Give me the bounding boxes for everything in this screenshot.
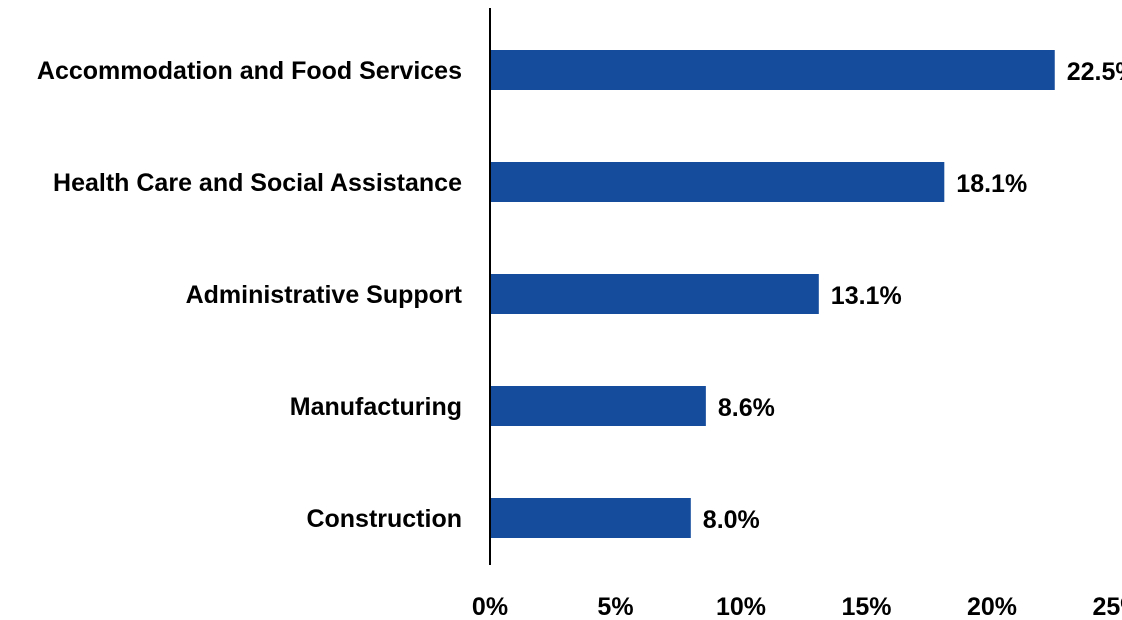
value-labels-group: 22.5% 18.1% 13.1% 8.6% 8.0% bbox=[703, 58, 1122, 534]
value-label-0: 22.5% bbox=[1067, 58, 1122, 86]
x-tick-label-4: 20% bbox=[967, 593, 1017, 620]
bar-2 bbox=[491, 274, 819, 314]
bar-4 bbox=[491, 498, 691, 538]
x-tick-label-3: 15% bbox=[841, 593, 891, 620]
category-label-3: Manufacturing bbox=[290, 393, 462, 421]
x-tick-labels-group: 0% 5% 10% 15% 20% 25% bbox=[472, 593, 1122, 620]
bar-0 bbox=[491, 50, 1055, 90]
bars-group bbox=[491, 50, 1055, 538]
category-label-0: Accommodation and Food Services bbox=[37, 57, 462, 85]
value-label-3: 8.6% bbox=[718, 394, 775, 422]
value-label-2: 13.1% bbox=[831, 282, 902, 310]
category-label-1: Health Care and Social Assistance bbox=[53, 169, 462, 197]
category-labels-group: Accommodation and Food Services Health Ca… bbox=[37, 57, 463, 533]
x-tick-label-5: 25% bbox=[1092, 593, 1122, 620]
x-tick-label-1: 5% bbox=[597, 593, 633, 620]
x-tick-label-2: 10% bbox=[716, 593, 766, 620]
value-label-4: 8.0% bbox=[703, 506, 760, 534]
category-label-4: Construction bbox=[306, 505, 462, 533]
bar-1 bbox=[491, 162, 945, 202]
category-label-2: Administrative Support bbox=[186, 281, 463, 309]
x-tick-label-0: 0% bbox=[472, 593, 508, 620]
bar-3 bbox=[491, 386, 706, 426]
value-label-1: 18.1% bbox=[956, 170, 1027, 198]
